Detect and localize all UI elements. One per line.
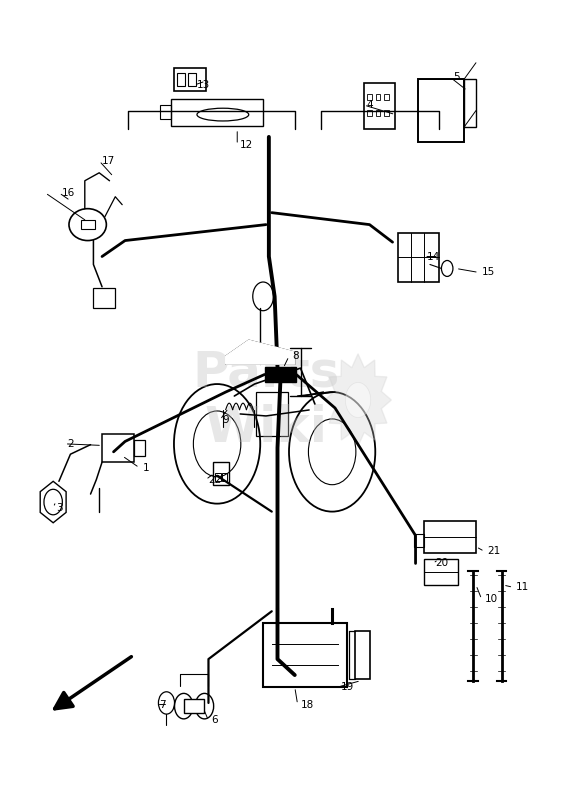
Bar <box>188 73 197 86</box>
Bar <box>367 94 372 100</box>
Bar <box>160 105 171 119</box>
Bar <box>102 434 134 462</box>
Bar <box>184 699 205 714</box>
Text: 18: 18 <box>301 699 314 710</box>
Text: 8: 8 <box>292 351 298 361</box>
Bar <box>94 288 115 308</box>
Text: 17: 17 <box>102 156 115 166</box>
Bar <box>177 73 185 86</box>
Bar <box>171 99 263 126</box>
Text: 21: 21 <box>487 546 501 557</box>
Bar <box>376 94 380 100</box>
Text: 1: 1 <box>142 462 149 473</box>
Bar <box>465 78 476 126</box>
Text: 12: 12 <box>240 140 253 150</box>
Bar <box>174 68 206 90</box>
Bar <box>376 110 380 116</box>
Text: 16: 16 <box>62 188 75 198</box>
Text: Parts
Wiki: Parts Wiki <box>192 348 340 452</box>
Bar <box>265 367 296 382</box>
Bar <box>355 631 369 679</box>
Text: 13: 13 <box>197 80 210 90</box>
Text: 22: 22 <box>209 474 222 485</box>
Text: 15: 15 <box>481 267 495 278</box>
Bar <box>364 82 395 129</box>
Bar <box>418 78 465 142</box>
Bar <box>424 521 476 553</box>
Bar <box>424 559 458 585</box>
Bar <box>263 623 347 687</box>
Bar <box>222 474 228 482</box>
Bar <box>398 233 439 282</box>
Polygon shape <box>325 354 391 446</box>
Text: 6: 6 <box>212 715 218 726</box>
Bar <box>134 440 145 456</box>
Text: 9: 9 <box>223 415 229 425</box>
Text: 10: 10 <box>484 594 498 604</box>
Bar <box>384 94 389 100</box>
Text: 14: 14 <box>427 251 440 262</box>
Text: 2: 2 <box>68 439 74 449</box>
Bar <box>81 220 95 230</box>
Text: 3: 3 <box>56 502 62 513</box>
Text: 20: 20 <box>436 558 449 569</box>
Text: 19: 19 <box>341 682 354 692</box>
Bar <box>216 474 221 482</box>
Text: 11: 11 <box>516 582 529 592</box>
Text: 4: 4 <box>366 100 373 110</box>
Text: 5: 5 <box>453 72 460 82</box>
Text: 7: 7 <box>160 699 166 710</box>
Circle shape <box>346 382 370 418</box>
Bar <box>384 110 389 116</box>
Polygon shape <box>226 340 295 364</box>
Bar <box>213 462 229 485</box>
Bar <box>414 534 424 546</box>
Bar <box>367 110 372 116</box>
Bar <box>255 392 288 436</box>
